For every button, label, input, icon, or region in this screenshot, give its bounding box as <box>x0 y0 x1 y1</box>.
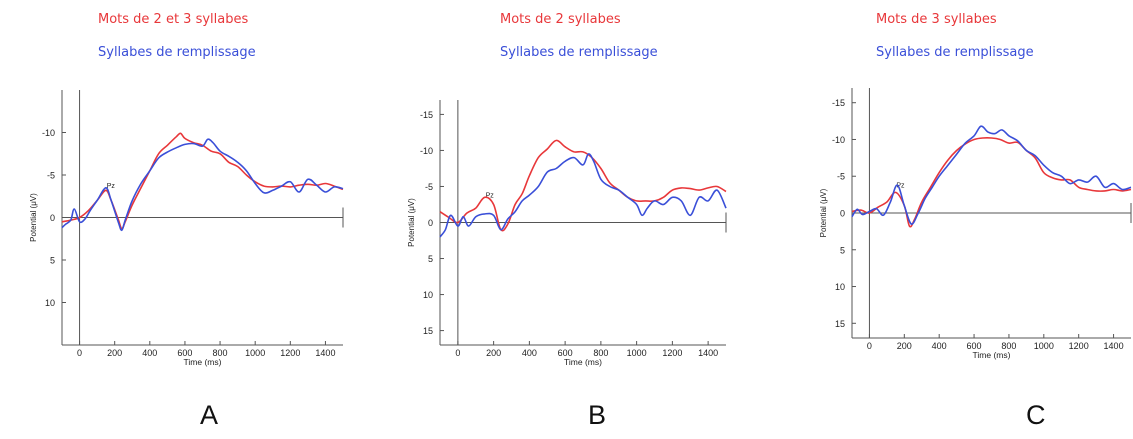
x-tick-label: 800 <box>593 348 608 358</box>
x-tick-label: 1400 <box>315 348 335 358</box>
series-line-words <box>61 132 344 230</box>
y-tick-label: -5 <box>837 172 845 182</box>
y-tick-label: 0 <box>50 213 55 223</box>
x-tick-label: 400 <box>142 348 157 358</box>
x-tick-label: 800 <box>213 348 228 358</box>
x-axis-label: Time (ms) <box>973 350 1011 360</box>
y-tick-label: -15 <box>420 110 433 120</box>
y-tick-label: 0 <box>428 218 433 228</box>
legend-entry-red: Mots de 2 syllabes <box>500 12 621 27</box>
erp-chart-b: -15 -10 -5 0 5 10 15 0 200 400 600 800 1000 1200 1400 T… <box>407 100 727 367</box>
x-tick-label: 1000 <box>1034 341 1054 351</box>
x-tick-label: 600 <box>967 341 982 351</box>
y-tick-label: 5 <box>428 254 433 264</box>
y-tick-label: 15 <box>835 319 845 329</box>
x-axis-label: Time (ms) <box>564 357 602 367</box>
y-tick-label: -10 <box>420 146 433 156</box>
legend-entry-red: Mots de 3 syllabes <box>876 12 997 27</box>
y-tick-label: 10 <box>45 298 55 308</box>
legend-entry-blue: Syllabes de remplissage <box>500 45 658 60</box>
x-tick-label: 1200 <box>280 348 300 358</box>
y-tick-label: 10 <box>423 290 433 300</box>
legend-entry-red: Mots de 2 et 3 syllabes <box>98 12 249 27</box>
erp-chart-a: -10 -5 0 5 10 0 200 400 600 800 1000 1200 1400 Time (… <box>29 90 344 367</box>
x-tick-label: 1200 <box>662 348 682 358</box>
legend-entry-blue: Syllabes de remplissage <box>876 45 1034 60</box>
panel-letter: B <box>588 400 607 430</box>
y-tick-label: 5 <box>50 256 55 266</box>
series-line-filler <box>61 138 344 232</box>
x-tick-label: 1200 <box>1069 341 1089 351</box>
x-tick-label: 1000 <box>245 348 265 358</box>
x-tick-label: 1400 <box>1104 341 1124 351</box>
series-line-words <box>851 137 1132 228</box>
y-tick-label: -15 <box>832 98 845 108</box>
x-tick-label: 1000 <box>627 348 647 358</box>
x-tick-label: 400 <box>932 341 947 351</box>
y-tick-label: 5 <box>840 245 845 255</box>
series-line-filler <box>439 153 727 238</box>
electrode-label: Pz <box>896 182 905 189</box>
x-tick-label: 400 <box>522 348 537 358</box>
x-tick-label: 200 <box>107 348 122 358</box>
x-tick-label: 800 <box>1001 341 1016 351</box>
x-axis-label: Time (ms) <box>184 357 222 367</box>
x-tick-label: 200 <box>897 341 912 351</box>
y-tick-label: 0 <box>840 209 845 219</box>
y-tick-label: -10 <box>832 135 845 145</box>
series-line-filler <box>851 125 1132 225</box>
y-tick-label: -5 <box>425 182 433 192</box>
x-tick-label: 0 <box>455 348 460 358</box>
y-axis-label: Potential (μV) <box>819 188 828 237</box>
x-tick-label: 0 <box>77 348 82 358</box>
y-tick-label: -5 <box>47 171 55 181</box>
x-tick-label: 0 <box>867 341 872 351</box>
x-tick-label: 600 <box>177 348 192 358</box>
series-line-words <box>439 139 727 232</box>
x-tick-label: 200 <box>486 348 501 358</box>
electrode-label: Pz <box>486 192 495 199</box>
panel-c: Mots de 3 syllabes Syllabes de remplissa… <box>770 0 1133 439</box>
legend-entry-blue: Syllabes de remplissage <box>98 45 256 60</box>
electrode-label: Pz <box>107 183 116 190</box>
y-axis-label: Potential (μV) <box>407 198 416 247</box>
panel-letter: A <box>200 400 219 430</box>
erp-chart-c: -15 -10 -5 0 5 10 15 0 200 400 600 800 1000 1200 1400 T… <box>819 88 1132 360</box>
panel-letter: C <box>1026 400 1046 430</box>
y-tick-label: 15 <box>423 326 433 336</box>
y-tick-label: -10 <box>42 128 55 138</box>
x-tick-label: 1400 <box>698 348 718 358</box>
y-axis-label: Potential (μV) <box>29 193 38 242</box>
x-tick-label: 600 <box>558 348 573 358</box>
y-tick-label: 10 <box>835 282 845 292</box>
panel-a: Mots de 2 et 3 syllabes Syllabes de remp… <box>0 0 370 439</box>
panel-b: Mots de 2 syllabes Syllabes de remplissa… <box>380 0 750 439</box>
